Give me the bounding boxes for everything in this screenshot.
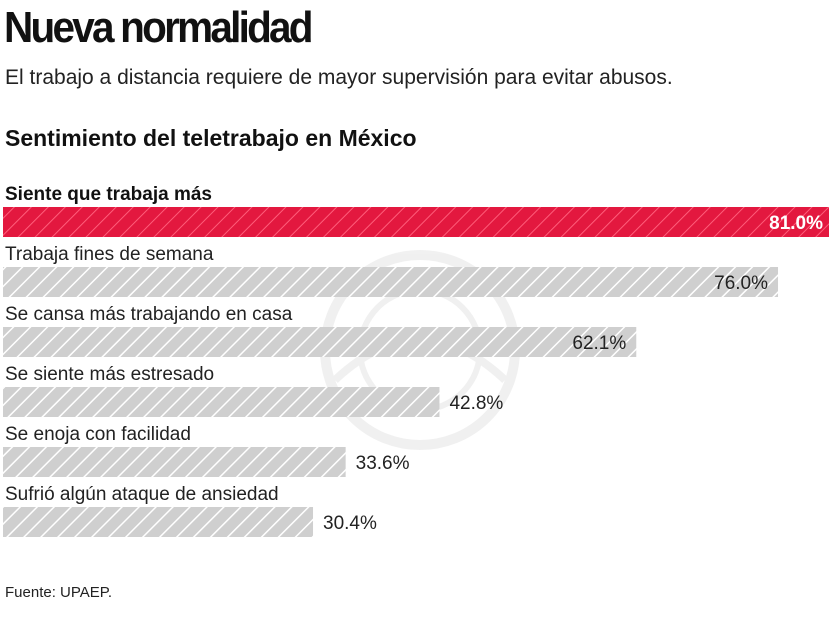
value-label: 30.4% [323,513,377,534]
bar [3,447,346,477]
source-note: Fuente: UPAEP. [5,584,113,601]
page-title: Nueva normalidad [4,3,314,52]
page-subtitle: El trabajo a distancia requiere de mayor… [5,66,673,89]
category-label: Se enoja con facilidad [5,424,191,445]
value-label: 76.0% [714,273,768,294]
bar [3,327,637,357]
bar [3,267,779,297]
category-label: Se cansa más trabajando en casa [5,304,293,325]
chart-title: Sentimiento del teletrabajo en México [5,125,417,151]
bar-highlight [3,207,829,237]
bar-chart: Siente que trabaja más 81.0% Trabaja fines… [3,184,829,537]
bar [3,387,440,417]
value-label: 33.6% [356,453,410,474]
value-label: 62.1% [572,333,626,354]
category-label: Sufrió algún ataque de ansiedad [5,484,279,505]
category-label: Se siente más estresado [5,364,214,385]
category-label: Siente que trabaja más [5,184,212,205]
value-label: 42.8% [449,393,503,414]
category-label: Trabaja fines de semana [5,244,214,265]
value-label: 81.0% [769,213,823,234]
bar [3,507,314,537]
